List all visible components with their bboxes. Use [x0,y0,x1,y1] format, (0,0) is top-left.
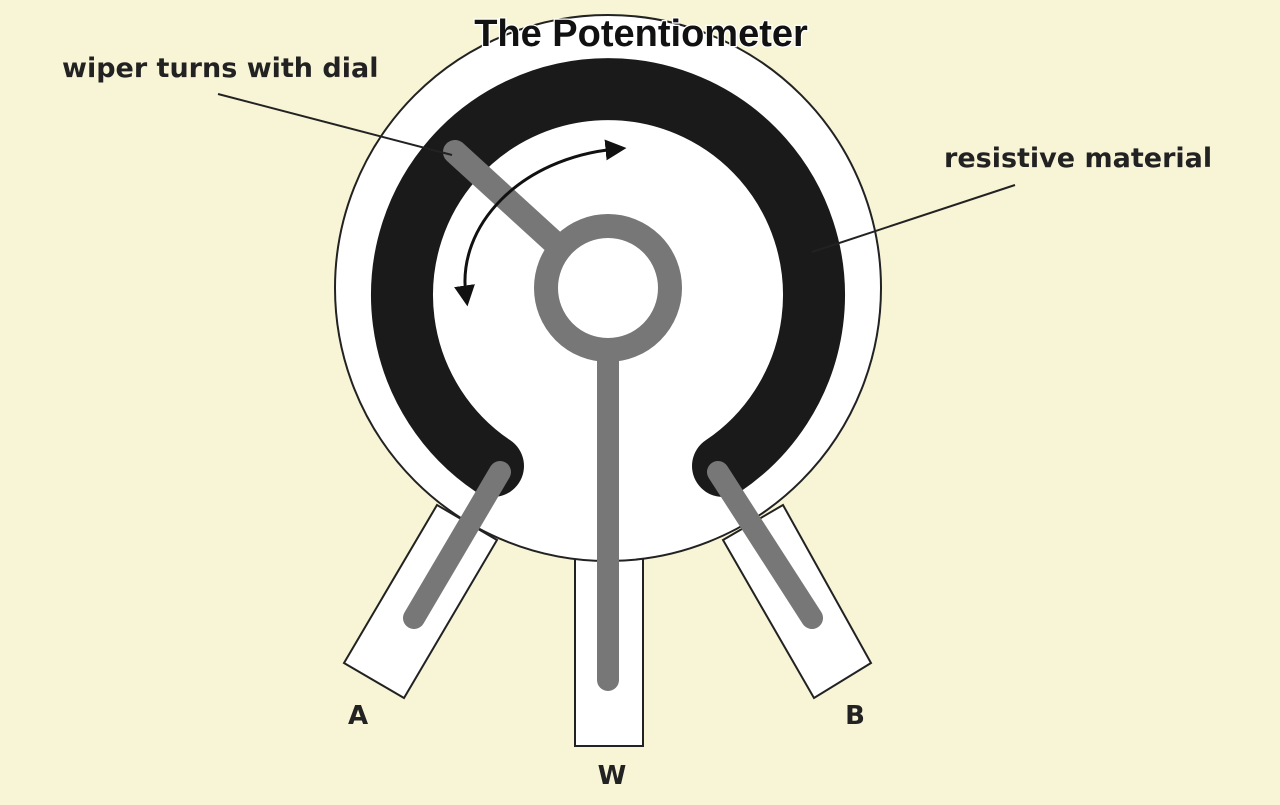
resistive-material-label: resistive material [944,143,1212,174]
lead-trace-a [403,461,511,629]
page-title: The Potentiometer [474,13,808,55]
wiper-label: wiper turns with dial [62,53,378,84]
lead-trace-b [707,461,823,629]
resistive-callout-line [811,184,1016,253]
resistive-track [371,58,845,497]
wiper-callout-line [217,93,453,156]
wiper-hub [534,214,682,362]
rotation-arrow-icon [454,139,627,307]
terminal-label-w: W [598,761,627,791]
terminal-label-b: B [845,701,865,731]
terminal-label-a: A [348,701,368,731]
